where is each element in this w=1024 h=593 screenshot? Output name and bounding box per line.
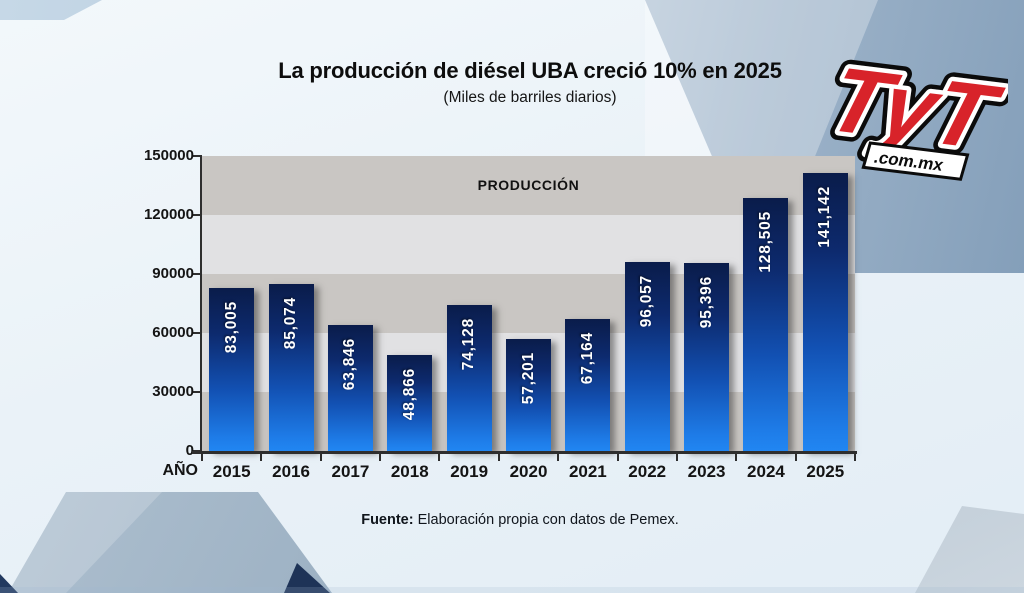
bar-value-label: 141,142 (816, 186, 834, 249)
x-axis-tick (675, 454, 678, 461)
x-axis-label: 2015 (212, 462, 251, 481)
plot-inner-label: PRODUCCIÓN (477, 177, 580, 193)
tyt-logo: TyT TyT TyT .com.mx (808, 39, 1021, 194)
x-axis-label: 2016 (272, 462, 310, 481)
y-axis-line (200, 156, 202, 453)
x-axis-label: 2021 (568, 462, 607, 481)
y-axis-label: 0 (185, 442, 194, 459)
x-axis-line (192, 451, 857, 454)
x-axis-label: 2022 (628, 462, 667, 481)
bar-value-label: 48,866 (400, 367, 418, 421)
x-axis-tick (379, 454, 382, 461)
x-axis-label: 2025 (806, 462, 845, 481)
bar-2025: 141,142 (802, 173, 848, 451)
bar-value-label: 83,005 (222, 300, 240, 353)
x-axis-tick (438, 454, 441, 461)
bar-chart: PRODUCCIÓN AÑO 0 30000 60000 90000 120000 150… (144, 147, 857, 481)
bar-2019: 74,128 (446, 305, 492, 451)
y-axis-label: 60000 (152, 324, 194, 341)
y-axis-tick (192, 332, 202, 334)
bar-2020: 57,201 (506, 338, 551, 451)
y-axis-tick (192, 391, 202, 393)
y-axis-tick (192, 214, 202, 216)
bar-value-label: 74,128 (460, 318, 478, 371)
bar-value-label: 85,074 (282, 296, 300, 349)
x-axis-label: 2019 (450, 462, 489, 481)
bar-value-label: 57,201 (519, 351, 537, 404)
source-note: Fuente: Elaboración propia con datos de … (170, 512, 870, 528)
y-axis-tick (192, 273, 202, 275)
x-axis-tick (616, 454, 619, 461)
y-axis-label: 30000 (152, 383, 194, 400)
x-axis-tick (201, 454, 203, 461)
bar-value-label: 95,396 (697, 276, 715, 329)
x-axis-tick (794, 454, 797, 461)
chart-title: La producción de diésel UBA creció 10% e… (278, 58, 782, 83)
y-axis-tick (192, 155, 202, 157)
bar-value-label: 63,846 (341, 338, 359, 391)
bar-2015: 83,005 (209, 287, 255, 451)
x-axis-tick (557, 454, 560, 461)
tyt-logo-graphic: TyT TyT TyT .com.mx (808, 39, 1021, 181)
y-axis-label: 90000 (152, 265, 194, 282)
bar-2022: 96,057 (624, 262, 670, 451)
bar-2017: 63,846 (327, 325, 373, 451)
x-axis-tick (854, 454, 856, 461)
y-axis-label: 120000 (143, 206, 194, 223)
x-axis-tick (319, 454, 322, 461)
x-axis-label: 2018 (390, 462, 429, 481)
chart-subtitle: (Miles de barriles diarios) (443, 89, 617, 106)
source-text: Elaboración propia con datos de Pemex. (413, 512, 679, 528)
x-axis-label: 2020 (509, 462, 548, 481)
bar-value-label: 128,505 (756, 211, 774, 273)
x-axis-label: 2024 (747, 462, 785, 481)
bar-2021: 67,164 (565, 318, 611, 451)
bar-2023: 95,396 (684, 263, 730, 451)
bar-value-label: 96,057 (638, 275, 656, 328)
x-axis-tick (260, 454, 263, 461)
y-axis-label: 150000 (143, 147, 194, 164)
x-axis-tick (735, 454, 738, 461)
x-axis-label: 2017 (331, 462, 370, 481)
x-axis-label: 2023 (687, 462, 726, 481)
bar-value-label: 67,164 (578, 331, 596, 385)
source-label: Fuente: (361, 512, 414, 528)
x-axis-title: AÑO (162, 462, 198, 479)
chart-header: La producción de diésel UBA creció 10% e… (150, 58, 910, 107)
x-axis-tick (497, 454, 500, 461)
bar-2024: 128,505 (743, 198, 789, 451)
bar-2016: 85,074 (268, 283, 314, 451)
bar-2018: 48,866 (387, 354, 433, 451)
